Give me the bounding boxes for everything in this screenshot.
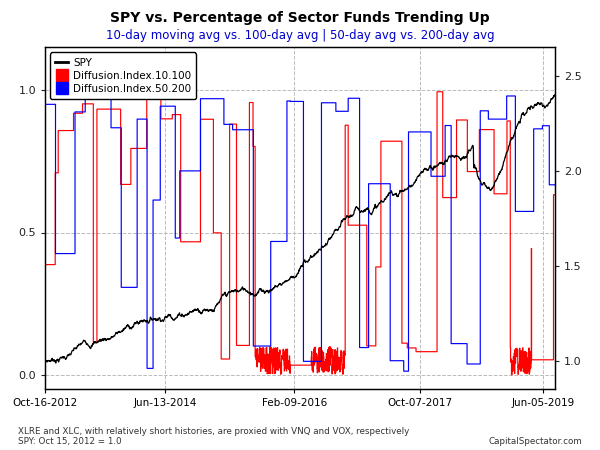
Text: CapitalSpectator.com: CapitalSpectator.com (488, 437, 582, 446)
Text: SPY: Oct 15, 2012 = 1.0: SPY: Oct 15, 2012 = 1.0 (18, 437, 122, 446)
Text: 10-day moving avg vs. 100-day avg | 50-day avg vs. 200-day avg: 10-day moving avg vs. 100-day avg | 50-d… (106, 29, 494, 42)
Text: SPY vs. Percentage of Sector Funds Trending Up: SPY vs. Percentage of Sector Funds Trend… (110, 11, 490, 25)
Text: XLRE and XLC, with relatively short histories, are proxied with VNQ and VOX, res: XLRE and XLC, with relatively short hist… (18, 428, 409, 436)
Legend: SPY, Diffusion.Index.10.100, Diffusion.Index.50.200: SPY, Diffusion.Index.10.100, Diffusion.I… (50, 53, 196, 99)
